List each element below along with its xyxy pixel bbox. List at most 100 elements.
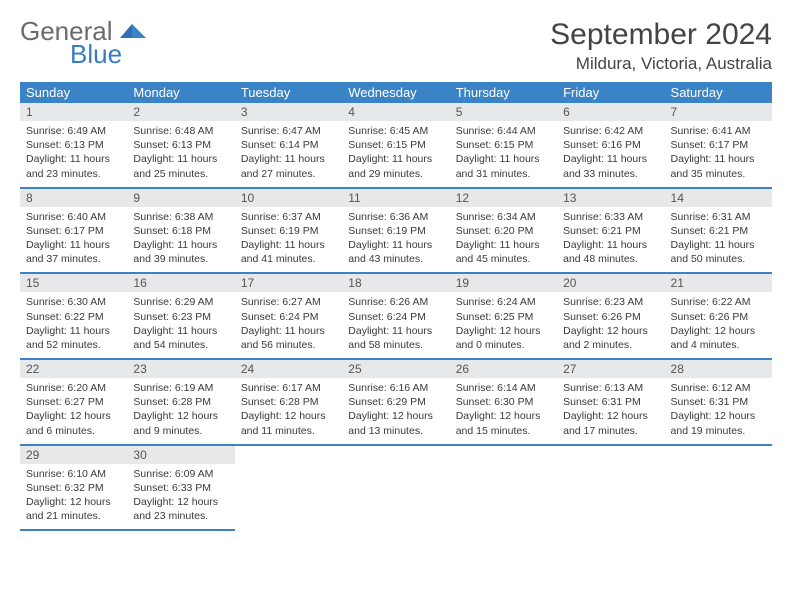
calendar-cell: 19Sunrise: 6:24 AMSunset: 6:25 PMDayligh… — [450, 273, 557, 359]
day-number: 13 — [557, 189, 664, 207]
day-number: 3 — [235, 103, 342, 121]
day-details: Sunrise: 6:47 AMSunset: 6:14 PMDaylight:… — [235, 121, 342, 187]
day-number: 23 — [127, 360, 234, 378]
day-number: 6 — [557, 103, 664, 121]
day-details: Sunrise: 6:22 AMSunset: 6:26 PMDaylight:… — [665, 292, 772, 358]
calendar-cell: 26Sunrise: 6:14 AMSunset: 6:30 PMDayligh… — [450, 359, 557, 445]
day-details: Sunrise: 6:40 AMSunset: 6:17 PMDaylight:… — [20, 207, 127, 273]
calendar-cell — [557, 445, 664, 531]
day-details: Sunrise: 6:23 AMSunset: 6:26 PMDaylight:… — [557, 292, 664, 358]
day-number: 15 — [20, 274, 127, 292]
calendar-cell: 11Sunrise: 6:36 AMSunset: 6:19 PMDayligh… — [342, 188, 449, 274]
day-number: 2 — [127, 103, 234, 121]
day-number: 9 — [127, 189, 234, 207]
calendar-cell — [235, 445, 342, 531]
day-details: Sunrise: 6:29 AMSunset: 6:23 PMDaylight:… — [127, 292, 234, 358]
calendar-row: 29Sunrise: 6:10 AMSunset: 6:32 PMDayligh… — [20, 445, 772, 531]
day-number: 29 — [20, 446, 127, 464]
day-number: 25 — [342, 360, 449, 378]
day-details: Sunrise: 6:31 AMSunset: 6:21 PMDaylight:… — [665, 207, 772, 273]
day-details: Sunrise: 6:12 AMSunset: 6:31 PMDaylight:… — [665, 378, 772, 444]
calendar-row: 1Sunrise: 6:49 AMSunset: 6:13 PMDaylight… — [20, 103, 772, 188]
calendar-cell: 30Sunrise: 6:09 AMSunset: 6:33 PMDayligh… — [127, 445, 234, 531]
col-saturday: Saturday — [665, 82, 772, 103]
calendar-cell: 29Sunrise: 6:10 AMSunset: 6:32 PMDayligh… — [20, 445, 127, 531]
day-details: Sunrise: 6:17 AMSunset: 6:28 PMDaylight:… — [235, 378, 342, 444]
day-details: Sunrise: 6:48 AMSunset: 6:13 PMDaylight:… — [127, 121, 234, 187]
calendar-cell: 3Sunrise: 6:47 AMSunset: 6:14 PMDaylight… — [235, 103, 342, 188]
day-number: 1 — [20, 103, 127, 121]
day-number: 19 — [450, 274, 557, 292]
day-number: 24 — [235, 360, 342, 378]
calendar-cell: 12Sunrise: 6:34 AMSunset: 6:20 PMDayligh… — [450, 188, 557, 274]
day-number: 26 — [450, 360, 557, 378]
day-details: Sunrise: 6:41 AMSunset: 6:17 PMDaylight:… — [665, 121, 772, 187]
day-header-row: Sunday Monday Tuesday Wednesday Thursday… — [20, 82, 772, 103]
day-number: 28 — [665, 360, 772, 378]
day-details: Sunrise: 6:24 AMSunset: 6:25 PMDaylight:… — [450, 292, 557, 358]
day-number: 22 — [20, 360, 127, 378]
calendar-cell: 18Sunrise: 6:26 AMSunset: 6:24 PMDayligh… — [342, 273, 449, 359]
day-number: 27 — [557, 360, 664, 378]
calendar-cell: 2Sunrise: 6:48 AMSunset: 6:13 PMDaylight… — [127, 103, 234, 188]
calendar-row: 8Sunrise: 6:40 AMSunset: 6:17 PMDaylight… — [20, 188, 772, 274]
calendar-cell: 4Sunrise: 6:45 AMSunset: 6:15 PMDaylight… — [342, 103, 449, 188]
day-details: Sunrise: 6:45 AMSunset: 6:15 PMDaylight:… — [342, 121, 449, 187]
day-number: 4 — [342, 103, 449, 121]
calendar-cell: 16Sunrise: 6:29 AMSunset: 6:23 PMDayligh… — [127, 273, 234, 359]
calendar-cell: 5Sunrise: 6:44 AMSunset: 6:15 PMDaylight… — [450, 103, 557, 188]
col-tuesday: Tuesday — [235, 82, 342, 103]
calendar-cell: 14Sunrise: 6:31 AMSunset: 6:21 PMDayligh… — [665, 188, 772, 274]
logo-mark-icon — [120, 22, 148, 45]
col-monday: Monday — [127, 82, 234, 103]
calendar-cell: 23Sunrise: 6:19 AMSunset: 6:28 PMDayligh… — [127, 359, 234, 445]
calendar-cell: 17Sunrise: 6:27 AMSunset: 6:24 PMDayligh… — [235, 273, 342, 359]
day-details: Sunrise: 6:36 AMSunset: 6:19 PMDaylight:… — [342, 207, 449, 273]
col-friday: Friday — [557, 82, 664, 103]
day-details: Sunrise: 6:27 AMSunset: 6:24 PMDaylight:… — [235, 292, 342, 358]
calendar-row: 15Sunrise: 6:30 AMSunset: 6:22 PMDayligh… — [20, 273, 772, 359]
day-number: 18 — [342, 274, 449, 292]
day-number: 20 — [557, 274, 664, 292]
calendar-cell: 22Sunrise: 6:20 AMSunset: 6:27 PMDayligh… — [20, 359, 127, 445]
calendar-cell: 24Sunrise: 6:17 AMSunset: 6:28 PMDayligh… — [235, 359, 342, 445]
day-details: Sunrise: 6:37 AMSunset: 6:19 PMDaylight:… — [235, 207, 342, 273]
day-details: Sunrise: 6:44 AMSunset: 6:15 PMDaylight:… — [450, 121, 557, 187]
day-details: Sunrise: 6:20 AMSunset: 6:27 PMDaylight:… — [20, 378, 127, 444]
calendar-cell: 10Sunrise: 6:37 AMSunset: 6:19 PMDayligh… — [235, 188, 342, 274]
day-details: Sunrise: 6:34 AMSunset: 6:20 PMDaylight:… — [450, 207, 557, 273]
day-number: 8 — [20, 189, 127, 207]
day-number: 10 — [235, 189, 342, 207]
day-details: Sunrise: 6:42 AMSunset: 6:16 PMDaylight:… — [557, 121, 664, 187]
page-title: September 2024 — [550, 18, 772, 52]
day-number: 30 — [127, 446, 234, 464]
day-details: Sunrise: 6:49 AMSunset: 6:13 PMDaylight:… — [20, 121, 127, 187]
day-details: Sunrise: 6:26 AMSunset: 6:24 PMDaylight:… — [342, 292, 449, 358]
calendar-cell: 6Sunrise: 6:42 AMSunset: 6:16 PMDaylight… — [557, 103, 664, 188]
day-details: Sunrise: 6:30 AMSunset: 6:22 PMDaylight:… — [20, 292, 127, 358]
day-details: Sunrise: 6:19 AMSunset: 6:28 PMDaylight:… — [127, 378, 234, 444]
day-number: 11 — [342, 189, 449, 207]
col-wednesday: Wednesday — [342, 82, 449, 103]
day-details: Sunrise: 6:10 AMSunset: 6:32 PMDaylight:… — [20, 464, 127, 530]
day-details: Sunrise: 6:13 AMSunset: 6:31 PMDaylight:… — [557, 378, 664, 444]
calendar-cell: 1Sunrise: 6:49 AMSunset: 6:13 PMDaylight… — [20, 103, 127, 188]
day-number: 14 — [665, 189, 772, 207]
day-number: 7 — [665, 103, 772, 121]
location: Mildura, Victoria, Australia — [550, 54, 772, 74]
col-thursday: Thursday — [450, 82, 557, 103]
day-details: Sunrise: 6:16 AMSunset: 6:29 PMDaylight:… — [342, 378, 449, 444]
calendar-cell: 21Sunrise: 6:22 AMSunset: 6:26 PMDayligh… — [665, 273, 772, 359]
day-details: Sunrise: 6:14 AMSunset: 6:30 PMDaylight:… — [450, 378, 557, 444]
calendar-cell: 28Sunrise: 6:12 AMSunset: 6:31 PMDayligh… — [665, 359, 772, 445]
day-number: 12 — [450, 189, 557, 207]
day-number: 5 — [450, 103, 557, 121]
header: General Blue September 2024 Mildura, Vic… — [20, 18, 772, 74]
calendar-cell — [665, 445, 772, 531]
calendar-cell: 27Sunrise: 6:13 AMSunset: 6:31 PMDayligh… — [557, 359, 664, 445]
calendar-cell — [450, 445, 557, 531]
calendar-cell: 7Sunrise: 6:41 AMSunset: 6:17 PMDaylight… — [665, 103, 772, 188]
calendar-cell — [342, 445, 449, 531]
calendar-cell: 9Sunrise: 6:38 AMSunset: 6:18 PMDaylight… — [127, 188, 234, 274]
calendar-cell: 8Sunrise: 6:40 AMSunset: 6:17 PMDaylight… — [20, 188, 127, 274]
